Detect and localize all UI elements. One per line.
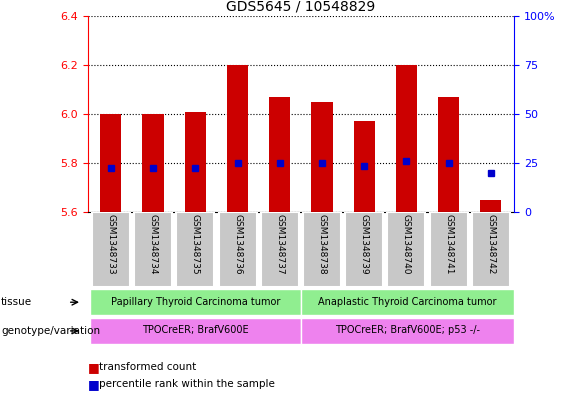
Text: TPOCreER; BrafV600E: TPOCreER; BrafV600E bbox=[142, 325, 249, 335]
Bar bbox=[345, 212, 383, 287]
Bar bbox=[311, 102, 333, 212]
Text: percentile rank within the sample: percentile rank within the sample bbox=[99, 379, 275, 389]
Bar bbox=[219, 212, 257, 287]
Bar bbox=[90, 318, 301, 343]
Bar bbox=[176, 212, 214, 287]
Text: transformed count: transformed count bbox=[99, 362, 196, 373]
Bar bbox=[260, 212, 299, 287]
Text: GSM1348738: GSM1348738 bbox=[318, 215, 327, 275]
Bar bbox=[134, 212, 172, 287]
Text: Anaplastic Thyroid Carcinoma tumor: Anaplastic Thyroid Carcinoma tumor bbox=[318, 297, 497, 307]
Bar bbox=[303, 212, 341, 287]
Bar bbox=[438, 97, 459, 212]
Text: Papillary Thyroid Carcinoma tumor: Papillary Thyroid Carcinoma tumor bbox=[111, 297, 280, 307]
Text: GSM1348733: GSM1348733 bbox=[106, 215, 115, 275]
Bar bbox=[92, 212, 130, 287]
Bar bbox=[472, 212, 510, 287]
Bar bbox=[100, 114, 121, 212]
Text: ■: ■ bbox=[88, 378, 99, 391]
Text: GSM1348741: GSM1348741 bbox=[444, 215, 453, 275]
Bar bbox=[429, 212, 468, 287]
Text: ■: ■ bbox=[88, 361, 99, 374]
Bar bbox=[301, 290, 514, 315]
Bar bbox=[388, 212, 425, 287]
Bar bbox=[90, 290, 301, 315]
Bar bbox=[301, 318, 514, 343]
Text: GSM1348737: GSM1348737 bbox=[275, 215, 284, 275]
Text: tissue: tissue bbox=[1, 297, 32, 307]
Bar bbox=[396, 65, 417, 212]
Text: GSM1348736: GSM1348736 bbox=[233, 215, 242, 275]
Bar bbox=[269, 97, 290, 212]
Text: GSM1348740: GSM1348740 bbox=[402, 215, 411, 275]
Bar bbox=[227, 65, 248, 212]
Text: TPOCreER; BrafV600E; p53 -/-: TPOCreER; BrafV600E; p53 -/- bbox=[335, 325, 480, 335]
Text: GSM1348734: GSM1348734 bbox=[149, 215, 158, 275]
Bar bbox=[142, 114, 164, 212]
Bar bbox=[480, 200, 502, 212]
Bar bbox=[185, 112, 206, 212]
Bar bbox=[354, 121, 375, 212]
Text: GSM1348739: GSM1348739 bbox=[360, 215, 369, 275]
Text: GSM1348742: GSM1348742 bbox=[486, 215, 496, 275]
Title: GDS5645 / 10548829: GDS5645 / 10548829 bbox=[226, 0, 376, 13]
Text: GSM1348735: GSM1348735 bbox=[191, 215, 200, 275]
Text: genotype/variation: genotype/variation bbox=[1, 326, 100, 336]
